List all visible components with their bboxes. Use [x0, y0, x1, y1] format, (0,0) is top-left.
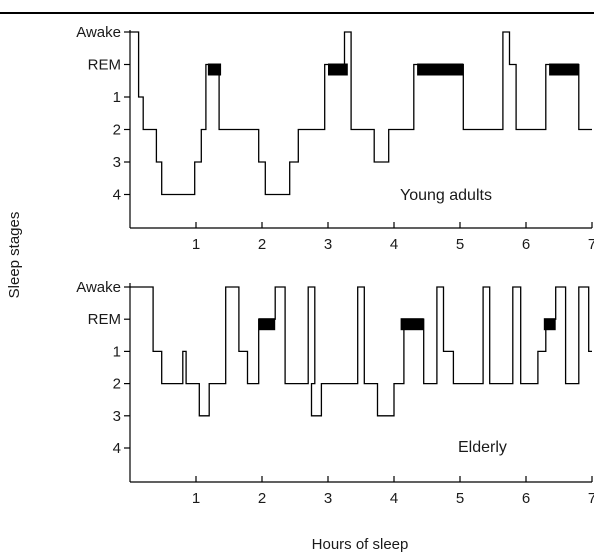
x-tick-label: 7: [588, 236, 594, 253]
x-tick-label: 5: [456, 490, 464, 507]
rem-period-bar: [207, 63, 222, 76]
rem-period-bar: [328, 63, 348, 76]
rem-period-bar: [258, 318, 276, 331]
sleep-stage-line: [130, 31, 592, 196]
y-tick-label: 2: [113, 376, 121, 393]
panel-annotation: Young adults: [400, 187, 492, 204]
y-tick-label: 2: [113, 122, 121, 139]
x-tick-label: 2: [258, 490, 266, 507]
y-tick-label: Awake: [76, 279, 121, 296]
x-tick-label: 2: [258, 236, 266, 253]
y-tick-label: 4: [113, 440, 121, 457]
y-tick-label: 3: [113, 408, 121, 425]
y-tick-label: 4: [113, 187, 121, 204]
y-tick-label: Awake: [76, 24, 121, 41]
sleep-stage-line: [130, 286, 592, 417]
y-axis-title: Sleep stages: [6, 212, 23, 299]
x-tick-label: 6: [522, 490, 530, 507]
y-tick-label: 3: [113, 154, 121, 171]
rem-period-bar: [400, 318, 424, 331]
x-tick-label: 1: [192, 490, 200, 507]
x-tick-label: 6: [522, 236, 530, 253]
x-tick-label: 3: [324, 236, 332, 253]
y-tick-label: REM: [88, 311, 121, 328]
elderly-panel: Elderly Awake REM 1 2 3 4 1 2 3 4 5 6 7: [76, 279, 594, 507]
rem-period-bar: [417, 63, 464, 76]
rem-period-bar: [543, 318, 556, 331]
x-axis-title: Hours of sleep: [312, 536, 409, 553]
rem-period-bar: [549, 63, 579, 76]
young-adults-panel: Young adults Awake REM 1 2 3 4 1 2 3 4 5 6 7: [76, 24, 594, 253]
y-tick-label: 1: [113, 343, 121, 360]
x-tick-label: 4: [390, 236, 398, 253]
x-tick-label: 1: [192, 236, 200, 253]
x-tick-label: 4: [390, 490, 398, 507]
x-tick-label: 7: [588, 490, 594, 507]
y-tick-label: REM: [88, 57, 121, 74]
panel-annotation: Elderly: [458, 439, 507, 456]
x-tick-label: 3: [324, 490, 332, 507]
y-tick-label: 1: [113, 89, 121, 106]
x-tick-label: 5: [456, 236, 464, 253]
